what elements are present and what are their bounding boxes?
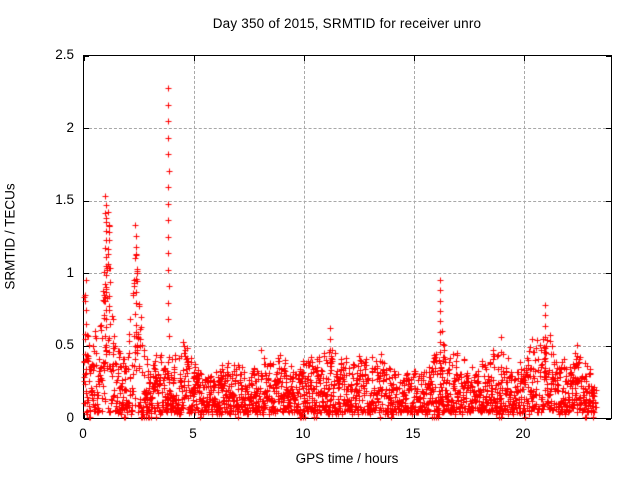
y-tick-label: 0	[66, 410, 74, 425]
y-tick-label: 1.5	[55, 192, 74, 208]
x-tick-label: 10	[295, 426, 311, 441]
scatter-points-canvas	[75, 47, 621, 426]
x-tick-label: 0	[79, 426, 87, 441]
y-axis-label: SRMTID / TECUs	[2, 183, 18, 290]
y-tick-label: 1	[66, 264, 74, 280]
x-axis-label: GPS time / hours	[295, 451, 399, 466]
y-tick-label: 0.5	[55, 337, 74, 353]
y-tick-label: 2.5	[55, 47, 74, 62]
x-tick-label: 5	[189, 426, 197, 441]
chart-title: Day 350 of 2015, SRMTID for receiver unr…	[212, 16, 482, 31]
x-tick-label: 15	[405, 426, 421, 441]
y-tick-label: 2	[66, 119, 74, 135]
x-tick-label: 20	[515, 426, 531, 441]
